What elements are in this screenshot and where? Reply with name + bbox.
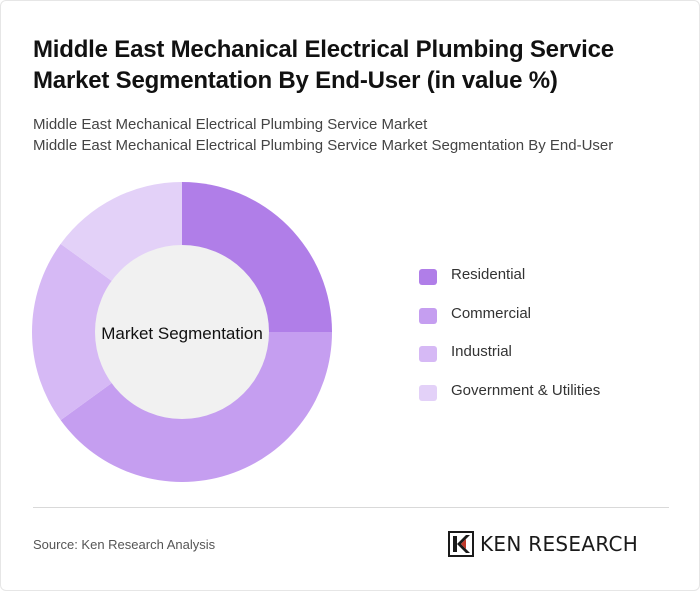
ken-research-logo: KEN RESEARCH: [448, 531, 670, 557]
legend-swatch: [419, 307, 437, 324]
center-label: Market Segmentation: [101, 324, 263, 343]
legend-label: Residential: [451, 266, 526, 283]
donut-center: [95, 245, 269, 419]
footer-divider: [33, 507, 669, 508]
chart-legend: Residential Commercial Industrial Governmen…: [419, 265, 679, 419]
legend-item: Residential: [419, 265, 679, 285]
source-note: Source: Ken Research Analysis: [33, 537, 216, 552]
legend-swatch: [419, 384, 437, 401]
chart-subtitle: Middle East Mechanical Electrical Plumbi…: [33, 114, 673, 156]
legend-label: Government & Utilities: [451, 381, 601, 399]
subtitle-line-1: Middle East Mechanical Electrical Plumbi…: [33, 116, 428, 133]
legend-item: Industrial: [419, 342, 679, 362]
legend-label: Commercial: [451, 304, 532, 322]
ken-logo-icon: [448, 531, 474, 557]
legend-swatch: [419, 346, 437, 362]
chart-title: Middle East Mechanical Electrical Plumbi…: [33, 36, 614, 94]
legend-label: Industrial: [451, 343, 512, 360]
legend-item: Commercial: [419, 304, 679, 324]
legend-swatch: [419, 269, 437, 285]
legend-item: Government & Utilities: [419, 381, 679, 401]
subtitle-line-2: Middle East Mechanical Electrical Plumbi…: [33, 137, 614, 154]
brand-name: KEN RESEARCH: [480, 532, 639, 556]
